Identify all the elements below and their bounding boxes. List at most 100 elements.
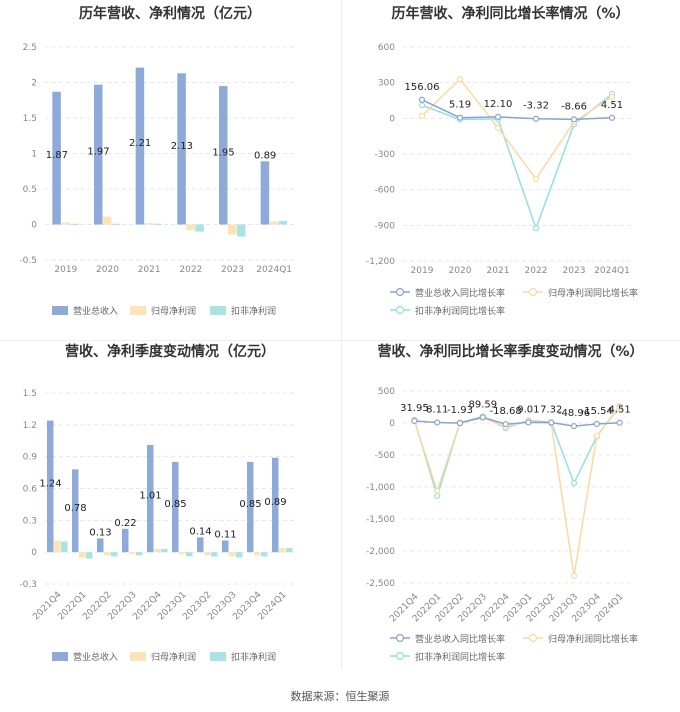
- bar-营业总收入: [272, 457, 279, 553]
- bar-value-label: 1.97: [87, 147, 109, 158]
- bar-扣非净利润: [111, 552, 118, 557]
- bar-value-label: 0.14: [189, 526, 211, 537]
- bar-营业总收入: [247, 461, 254, 553]
- line-point: [502, 421, 509, 428]
- legend-marker: [395, 287, 405, 297]
- y-tick-label: -2,000: [366, 547, 395, 557]
- line-point: [608, 93, 616, 101]
- bar-value-label: 0.13: [89, 527, 111, 538]
- bar-value-label: 1.01: [139, 491, 161, 502]
- y-tick-label: 0.9: [23, 453, 38, 463]
- bar-营业总收入: [219, 86, 228, 225]
- data-source-footer: 数据来源：恒生聚源: [290, 690, 390, 703]
- y-tick-label: 0: [31, 548, 37, 558]
- x-tick-label: 2019: [411, 266, 434, 276]
- y-tick-label: 2: [31, 79, 37, 89]
- line-point: [434, 487, 441, 494]
- y-tick-label: 1: [31, 150, 37, 160]
- line-point: [570, 572, 578, 580]
- legend-swatch: [210, 652, 226, 661]
- bar-营业总收入: [94, 84, 103, 225]
- legend-label: 扣非净利润同比增长率: [415, 651, 505, 663]
- line-value-label: 9.01: [517, 404, 539, 415]
- line-value-label: 5.19: [449, 100, 471, 111]
- legend-label: 归母净利润同比增长率: [548, 633, 638, 645]
- line-point: [418, 112, 426, 120]
- bar-value-label: 0.78: [64, 503, 86, 514]
- line-营业总收入同比增长率: [421, 99, 613, 121]
- chart-annual-growth: 历年营收、净利同比增长率情况（%） 600 300 0 -300 -600 -900 -1,2…: [341, 0, 680, 340]
- line-value-label: 4.51: [601, 100, 623, 111]
- bar-value-label: 1.95: [212, 147, 234, 158]
- bar-营业总收入: [47, 420, 54, 553]
- line-point: [456, 114, 464, 121]
- chart-quarterly-revenue-profit: 营收、净利季度变动情况（亿元） 1.5 1.2 0.9 0.6 0.3 0 -0.3 2021Q…: [0, 341, 340, 671]
- x-tick-label: 2023: [221, 265, 244, 275]
- y-tick-label: 1.2: [23, 421, 37, 431]
- bar-扣非净利润: [136, 552, 143, 556]
- bar-归母净利润: [154, 548, 161, 553]
- bar-营业总收入: [97, 538, 104, 553]
- y-tick-label: 0.5: [23, 185, 37, 195]
- bar-营业总收入: [52, 91, 61, 225]
- y-tick-label: 300: [378, 79, 395, 89]
- line-point: [616, 419, 623, 426]
- y-tick-label: -1,500: [366, 515, 395, 525]
- line-归母净利润同比增长率: [421, 77, 613, 181]
- chart-quarterly-growth: 营收、净利同比增长率季度变动情况（%） 500 0 -500 -1,000 -1,500 -…: [341, 341, 680, 671]
- bar-value-label: 1.87: [46, 150, 68, 161]
- line-value-label: 12.10: [484, 99, 513, 110]
- legend-label: 归母净利润: [151, 305, 196, 317]
- legend-marker: [395, 305, 405, 315]
- chart-quarterly-revenue-profit-svg: 营收、净利季度变动情况（亿元）1.51.20.90.60.30-0.32021Q…: [19, 343, 295, 663]
- bar-营业总收入: [122, 528, 129, 553]
- bar-扣非净利润: [61, 541, 68, 553]
- bar-营业总收入: [197, 537, 204, 553]
- legend-marker: [528, 633, 538, 643]
- line-point: [434, 419, 441, 426]
- bar-归母净利润: [269, 221, 279, 225]
- line-point: [418, 96, 426, 103]
- legend-label: 扣非净利润: [231, 651, 276, 663]
- legend-marker: [528, 287, 538, 297]
- vertical-divider: [341, 0, 342, 670]
- line-value-label: 31.95: [400, 403, 429, 414]
- y-tick-label: 0: [389, 114, 395, 124]
- bar-营业总收入: [72, 469, 79, 553]
- y-tick-label: -600: [375, 186, 396, 196]
- chart-title: 营收、净利季度变动情况（亿元）: [65, 343, 275, 360]
- bar-扣非净利润: [278, 220, 288, 225]
- y-tick-label: 500: [378, 387, 395, 397]
- x-tick-label: 2019: [54, 265, 77, 275]
- line-point: [456, 420, 464, 427]
- bar-归母净利润: [204, 552, 211, 556]
- y-tick-label: 600: [378, 43, 395, 53]
- bar-value-label: 0.89: [254, 150, 276, 161]
- y-tick-label: -1,200: [366, 257, 395, 267]
- bar-扣非净利润: [70, 223, 79, 225]
- chart-title: 历年营收、净利同比增长率情况（%）: [391, 5, 629, 22]
- x-tick-label: 2020: [449, 266, 472, 276]
- line-point: [608, 114, 616, 121]
- legend-label: 扣非净利润同比增长率: [415, 305, 505, 317]
- line-value-label: 7.32: [540, 405, 562, 416]
- x-tick-label: 2021: [138, 265, 161, 275]
- line-point: [532, 175, 540, 183]
- line-point: [593, 420, 600, 428]
- bar-营业总收入: [177, 73, 186, 225]
- legend-swatch: [52, 306, 68, 315]
- y-tick-label: -500: [375, 451, 396, 461]
- x-tick-label: 2021: [487, 266, 510, 276]
- bar-扣非净利润: [237, 224, 246, 237]
- bar-归母净利润: [104, 552, 111, 556]
- bar-value-label: 0.85: [239, 499, 261, 510]
- line-value-label: -1.93: [447, 405, 473, 416]
- bar-归母净利润: [144, 223, 154, 225]
- bar-归母净利润: [179, 552, 186, 555]
- legend-swatch: [130, 306, 146, 315]
- legend-label: 营业总收入: [73, 651, 118, 663]
- bar-扣非净利润: [186, 552, 193, 557]
- line-point: [570, 116, 578, 123]
- bar-营业总收入: [260, 161, 270, 225]
- x-tick-label: 2022: [525, 266, 548, 276]
